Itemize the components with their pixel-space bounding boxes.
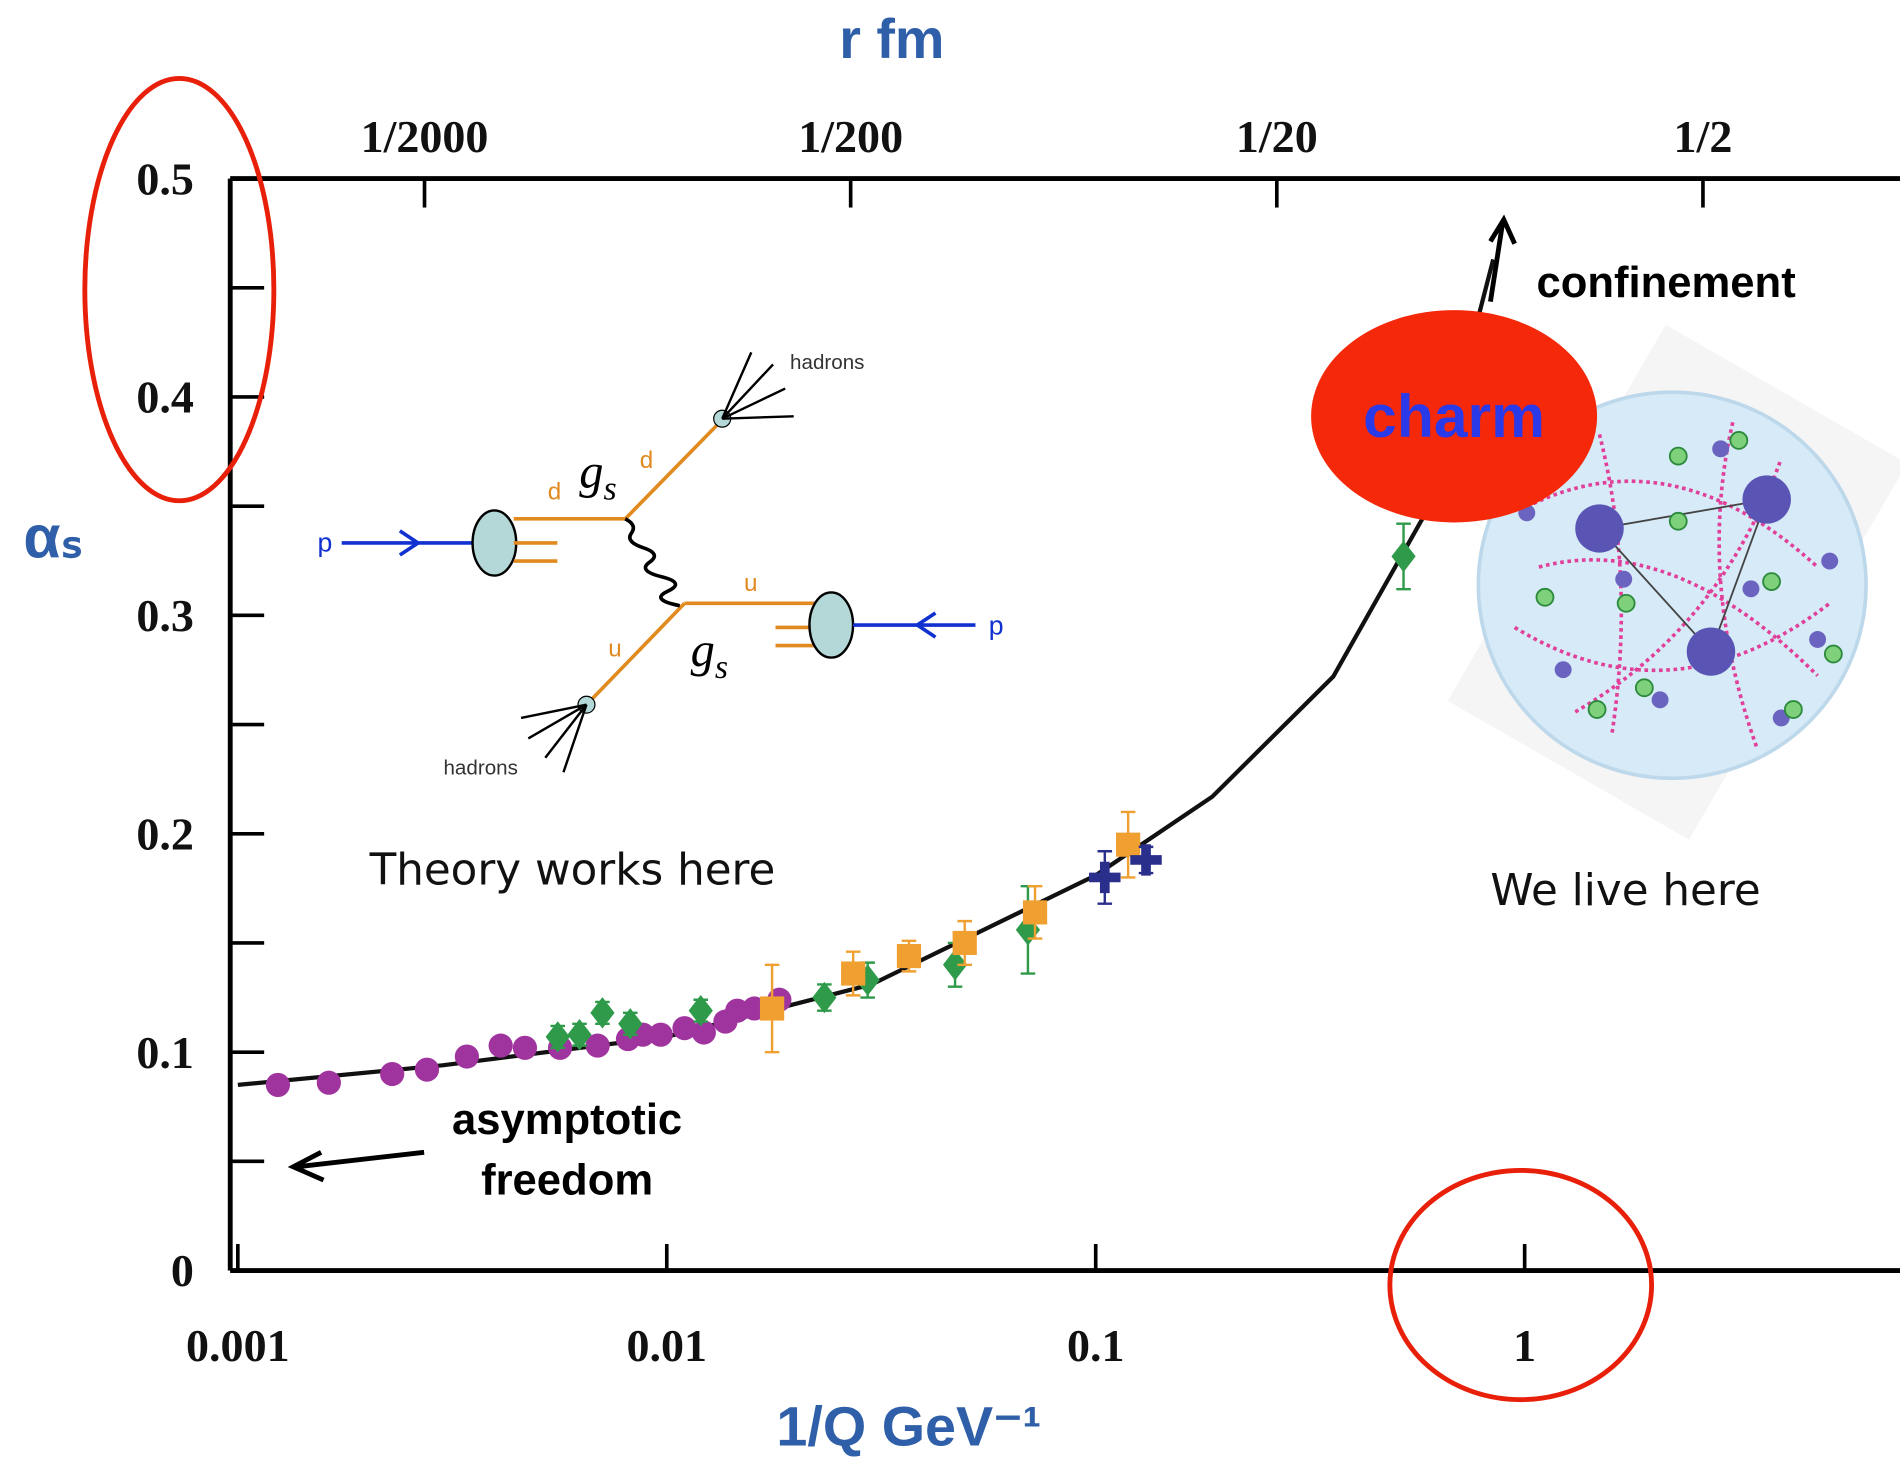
annotation: Theory works here — [369, 846, 776, 896]
data-point — [455, 1044, 479, 1068]
data-point — [897, 944, 921, 968]
y-tick-label: 0.5 — [136, 153, 194, 204]
y-axis-title: αₛ — [23, 503, 83, 571]
x-tick-label: 0.01 — [626, 1320, 707, 1371]
data-point — [1116, 833, 1140, 857]
x2-tick-label: 1/20 — [1236, 111, 1318, 162]
x2-axis-title: r fm — [839, 8, 944, 70]
data-point — [513, 1036, 537, 1060]
inset-label: hadrons — [443, 757, 517, 780]
x-tick-label: 1 — [1513, 1320, 1536, 1371]
data-point — [380, 1062, 404, 1086]
x-tick-label: 0.1 — [1067, 1320, 1125, 1371]
y-tick-label: 0.3 — [136, 590, 194, 641]
annotation: charm — [1363, 382, 1545, 450]
data-point — [317, 1071, 341, 1095]
data-point — [649, 1023, 673, 1047]
coupling-label: gs — [579, 446, 616, 508]
data-point — [266, 1073, 290, 1097]
annotation: We live here — [1490, 866, 1760, 916]
data-point — [760, 996, 784, 1020]
chart: r fm 1/Q GeV⁻¹ αₛ ha — [0, 0, 1900, 1460]
highlight-ring — [85, 78, 274, 500]
x-axis-title: 1/Q GeV⁻¹ — [776, 1396, 1041, 1458]
data-point — [841, 961, 865, 985]
x2-tick-label: 1/2000 — [361, 111, 489, 162]
scattering-diagram — [342, 352, 976, 772]
data-point — [1089, 862, 1121, 893]
x2-tick-label: 1/200 — [798, 111, 903, 162]
y-tick-label: 0.4 — [136, 372, 194, 423]
coupling-sub: s — [603, 471, 616, 508]
x-tick-label: 0.001 — [186, 1320, 290, 1371]
annotation: freedom — [481, 1157, 653, 1205]
inset-label: u — [608, 635, 621, 662]
annotation: confinement — [1536, 259, 1795, 307]
inset-label: d — [640, 447, 653, 474]
data-point — [953, 931, 977, 955]
inset-label: hadrons — [790, 351, 864, 374]
data-point — [415, 1058, 439, 1082]
fit-curve — [238, 259, 1493, 1084]
inset-label: u — [744, 570, 757, 597]
y-tick-label: 0 — [171, 1245, 194, 1296]
inset-label: d — [548, 479, 561, 506]
overlay: charm — [85, 78, 1652, 1399]
y-tick-label: 0.2 — [136, 809, 194, 860]
x2-tick-label: 1/2 — [1674, 111, 1733, 162]
data-point — [489, 1034, 513, 1058]
annotation: asymptotic — [452, 1096, 682, 1144]
coupling-g: g — [691, 624, 715, 677]
data-point — [692, 1020, 716, 1044]
inset-label: p — [317, 527, 332, 557]
coupling-label: gs — [691, 624, 728, 686]
inset-label: p — [989, 611, 1004, 641]
coupling-g: g — [579, 446, 603, 499]
y-tick-label: 0.1 — [136, 1027, 194, 1078]
data-point — [812, 982, 836, 1013]
coupling-sub: s — [715, 649, 728, 686]
data-point — [1023, 900, 1047, 924]
data-point — [590, 997, 614, 1028]
